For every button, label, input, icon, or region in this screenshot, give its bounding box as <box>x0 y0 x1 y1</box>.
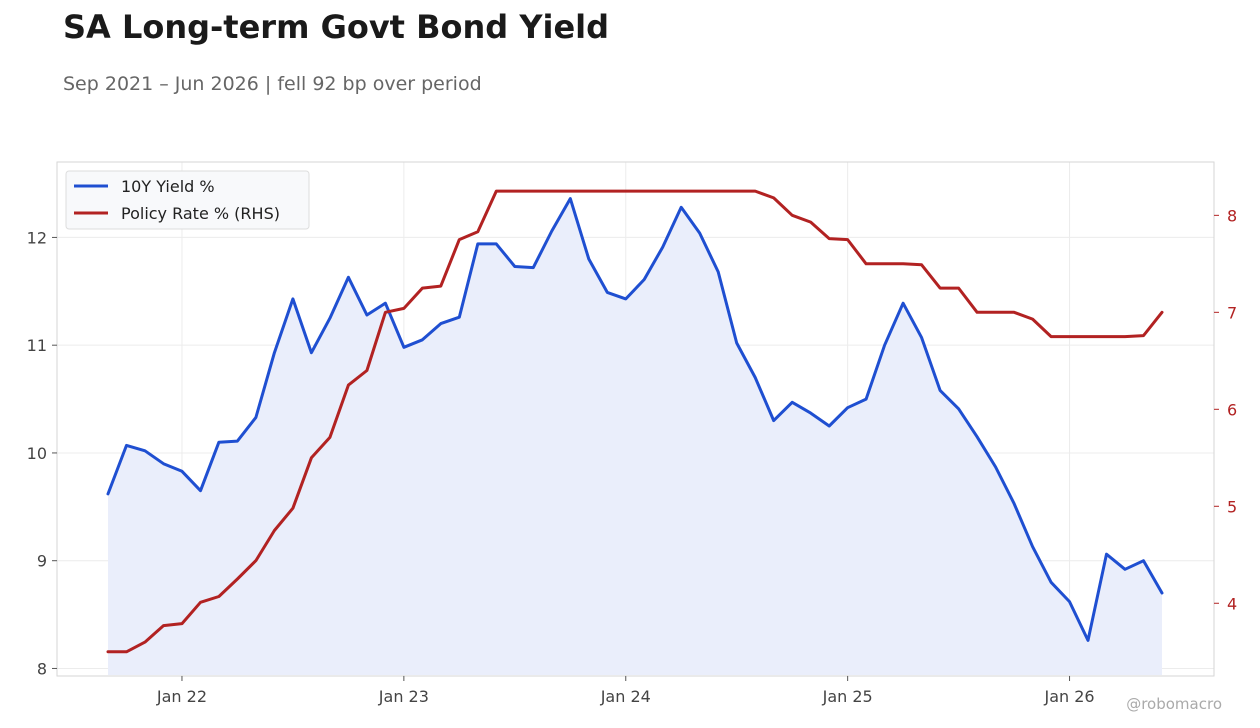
yield-line <box>106 197 1164 642</box>
y-right-tick-label: 4 <box>1227 594 1237 613</box>
y-axis-left: 8 9 10 11 12 <box>27 228 57 678</box>
x-tick-label: Jan 23 <box>378 687 429 706</box>
y-axis-right: 4 5 6 7 8 <box>1214 206 1237 613</box>
yield-area-fill <box>108 198 1162 675</box>
y-right-tick-label: 5 <box>1227 497 1237 516</box>
chart-title: SA Long-term Govt Bond Yield <box>63 8 610 46</box>
x-tick-label: Jan 24 <box>600 687 651 706</box>
legend-box <box>65 170 310 230</box>
x-tick-label: Jan 26 <box>1043 687 1094 706</box>
y-right-tick-label: 6 <box>1227 400 1237 419</box>
y-left-tick-label: 12 <box>27 228 47 247</box>
series-lines <box>106 189 1164 654</box>
y-right-tick-label: 8 <box>1227 206 1237 225</box>
y-left-tick-label: 10 <box>27 444 47 463</box>
policy-rate-line <box>106 189 1164 654</box>
x-tick-label: Jan 25 <box>822 687 873 706</box>
x-axis: Jan 22 Jan 23 Jan 24 Jan 25 Jan 26 <box>156 676 1095 706</box>
plot-frame <box>56 161 1215 677</box>
series-area-0 <box>108 198 1162 675</box>
y-left-tick-label: 8 <box>37 659 47 678</box>
legend-label-yield: 10Y Yield % <box>121 177 215 196</box>
y-left-tick-label: 9 <box>37 552 47 571</box>
y-right-tick-label: 7 <box>1227 303 1237 322</box>
x-tick-label: Jan 22 <box>156 687 207 706</box>
legend: 10Y Yield % Policy Rate % (RHS) <box>65 170 310 230</box>
watermark: @robomacro <box>1126 695 1222 713</box>
chart-subtitle: Sep 2021 – Jun 2026 | fell 92 bp over pe… <box>63 73 482 95</box>
y-left-tick-label: 11 <box>27 336 47 355</box>
legend-label-policy: Policy Rate % (RHS) <box>121 204 280 223</box>
